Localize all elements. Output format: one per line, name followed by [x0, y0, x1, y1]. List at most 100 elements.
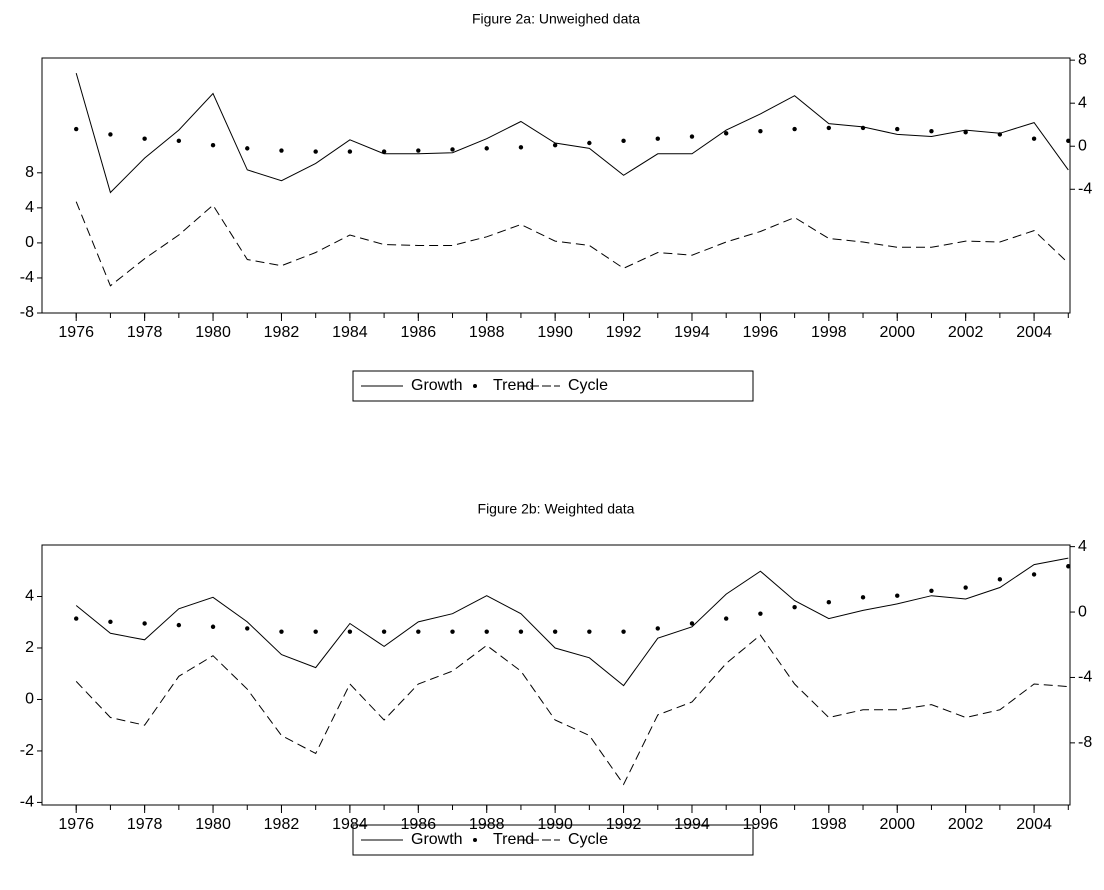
- trend-dot: [963, 130, 968, 135]
- legend-label: Growth: [411, 831, 463, 848]
- trend-dot: [74, 616, 79, 621]
- x-tick-label: 2000: [879, 324, 915, 341]
- trend-dot: [826, 125, 832, 131]
- trend-dot: [108, 619, 113, 625]
- y2-tick-label: -4: [1078, 669, 1092, 686]
- trend-dot: [245, 626, 250, 631]
- trend-dot: [142, 136, 147, 141]
- series-line: [75, 557, 1069, 687]
- trend-dot: [929, 128, 934, 134]
- trend-dot: [484, 146, 489, 151]
- trend-dot: [792, 604, 797, 610]
- trend-dot: [279, 148, 284, 153]
- trend-dot: [723, 616, 729, 621]
- legend-symbol: [473, 838, 477, 842]
- trend-dot: [552, 629, 558, 634]
- trend-dot: [381, 629, 387, 634]
- trend-dot: [74, 126, 79, 132]
- x-tick-label: 1982: [264, 816, 300, 833]
- x-tick-label: 2002: [948, 816, 984, 833]
- chart-title: Figure 2a: Unweighed data: [472, 11, 640, 27]
- trend-dot: [313, 629, 318, 634]
- trend-dot: [826, 600, 832, 605]
- x-tick-label: 2002: [948, 324, 984, 341]
- trend-dot: [518, 145, 524, 150]
- trend-dot: [416, 148, 421, 153]
- x-tick-label: 1980: [195, 816, 231, 833]
- trend-dot: [758, 611, 763, 616]
- trend-dot: [210, 624, 216, 629]
- x-tick-label: 2004: [1016, 324, 1052, 341]
- x-tick-label: 1988: [469, 324, 505, 341]
- trend-dot: [176, 622, 182, 628]
- trend-dot: [1066, 564, 1071, 569]
- x-tick-label: 2004: [1016, 816, 1052, 833]
- trend-dot: [587, 140, 592, 146]
- x-tick-label: 1980: [195, 324, 231, 341]
- trend-dot: [655, 136, 660, 141]
- trend-dot: [176, 138, 182, 144]
- x-tick-label: 2000: [879, 816, 915, 833]
- trend-dot: [347, 149, 353, 154]
- trend-dot: [210, 142, 216, 148]
- legend-label: Cycle: [568, 831, 608, 848]
- trend-dot: [1066, 138, 1071, 144]
- legend-symbol: [473, 384, 477, 388]
- x-tick-label: 1998: [811, 816, 847, 833]
- x-tick-label: 1996: [743, 324, 779, 341]
- trend-dot: [895, 126, 900, 132]
- trend-dot: [997, 132, 1003, 137]
- x-tick-label: 1984: [332, 324, 368, 341]
- x-tick-label: 1996: [743, 816, 779, 833]
- trend-dot: [450, 147, 455, 152]
- y2-tick-label: 0: [1078, 137, 1087, 154]
- x-tick-label: 1998: [811, 324, 847, 341]
- x-tick-label: 1976: [58, 324, 94, 341]
- trend-dot: [1031, 572, 1037, 577]
- trend-dot: [279, 629, 284, 634]
- y2-tick-label: -4: [1078, 180, 1092, 197]
- trend-dot: [655, 626, 660, 631]
- y2-tick-label: 8: [1078, 51, 1087, 68]
- x-tick-label: 1978: [127, 816, 163, 833]
- trend-dot: [621, 138, 626, 144]
- legend-label: Trend: [493, 377, 534, 394]
- series-line: [75, 634, 1069, 786]
- trend-dot: [689, 621, 695, 626]
- trend-dot: [484, 629, 489, 634]
- x-tick-label: 1990: [537, 324, 573, 341]
- trend-dot: [963, 585, 968, 590]
- plot-frame: [41, 544, 1071, 806]
- x-tick-label: 1986: [401, 324, 437, 341]
- trend-dot: [792, 126, 797, 132]
- legend-box: [352, 370, 754, 402]
- x-tick-label: 1978: [127, 324, 163, 341]
- y-tick-label: 4: [25, 588, 34, 605]
- trend-dot: [450, 629, 455, 634]
- x-tick-label: 1976: [58, 816, 94, 833]
- trend-dot: [381, 149, 387, 154]
- legend-label: Trend: [493, 831, 534, 848]
- trend-dot: [758, 128, 763, 134]
- y-tick-label: 4: [25, 199, 34, 216]
- trend-dot: [723, 131, 729, 136]
- y2-tick-label: 4: [1078, 94, 1087, 111]
- series-line: [75, 201, 1069, 287]
- trend-dot: [997, 577, 1003, 582]
- trend-dot: [245, 146, 250, 151]
- x-tick-label: 1982: [264, 324, 300, 341]
- y-tick-label: 0: [25, 234, 34, 251]
- trend-dot: [689, 134, 695, 139]
- plot-frame: [41, 57, 1071, 314]
- y-tick-label: -4: [20, 269, 34, 286]
- series-line: [75, 72, 1069, 194]
- trend-dot: [552, 142, 558, 148]
- y-tick-label: -4: [20, 794, 34, 811]
- trend-dot: [518, 629, 524, 634]
- y-tick-label: 8: [25, 164, 34, 181]
- y2-tick-label: 0: [1078, 603, 1087, 620]
- trend-dot: [142, 621, 147, 626]
- legend-label: Cycle: [568, 377, 608, 394]
- trend-dot: [313, 149, 318, 154]
